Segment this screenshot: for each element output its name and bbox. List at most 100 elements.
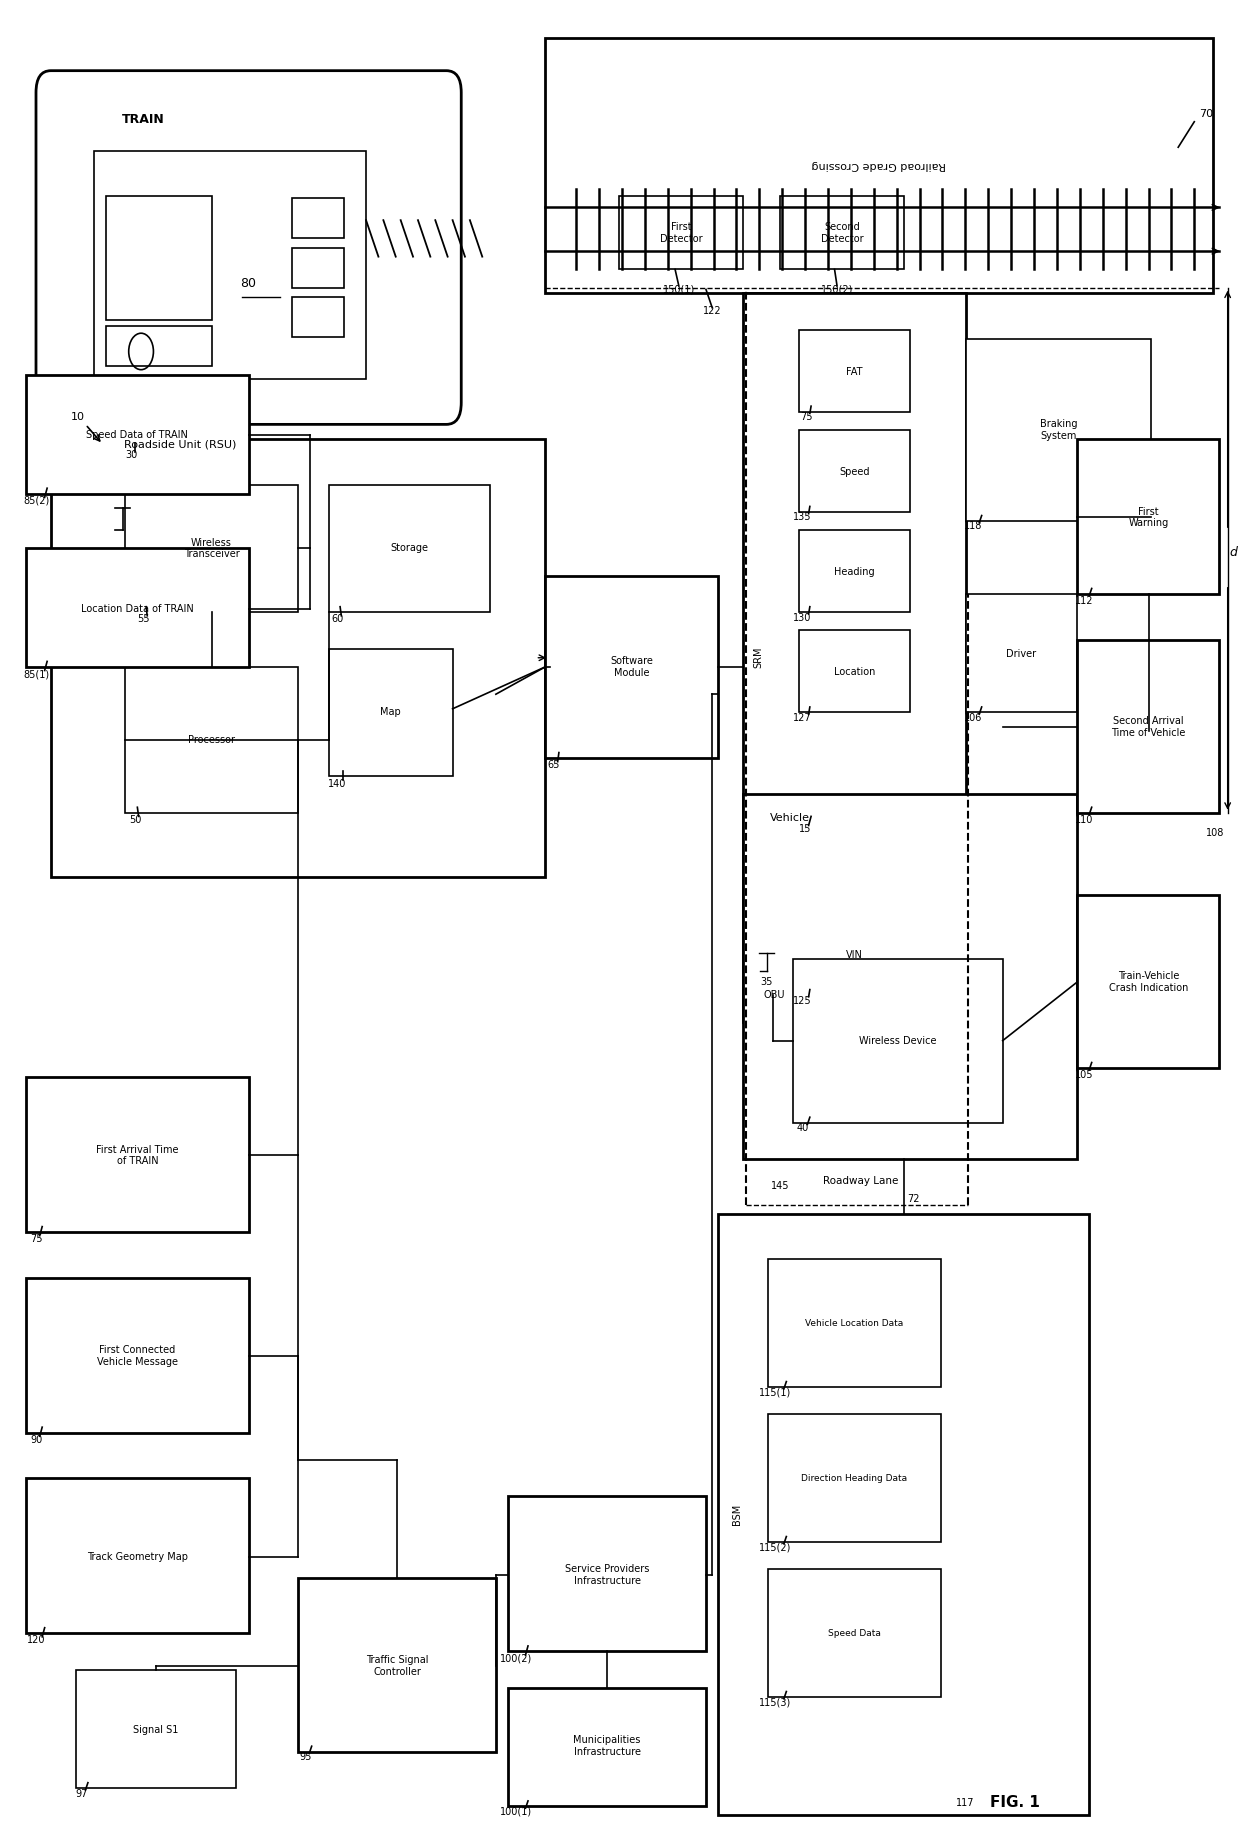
FancyBboxPatch shape bbox=[94, 152, 366, 378]
FancyBboxPatch shape bbox=[36, 71, 461, 424]
FancyBboxPatch shape bbox=[291, 199, 343, 239]
FancyBboxPatch shape bbox=[329, 484, 490, 612]
FancyBboxPatch shape bbox=[329, 648, 453, 776]
Text: Wireless
Transceiver: Wireless Transceiver bbox=[184, 537, 239, 559]
Text: Speed Data: Speed Data bbox=[828, 1629, 880, 1638]
FancyBboxPatch shape bbox=[743, 294, 966, 1023]
FancyBboxPatch shape bbox=[966, 338, 1151, 520]
Text: 97: 97 bbox=[76, 1789, 88, 1799]
FancyBboxPatch shape bbox=[291, 298, 343, 336]
Text: FAT: FAT bbox=[846, 367, 863, 376]
Text: 10: 10 bbox=[71, 413, 86, 422]
Text: First Arrival Time
of TRAIN: First Arrival Time of TRAIN bbox=[97, 1145, 179, 1167]
Text: 85(1): 85(1) bbox=[22, 668, 50, 679]
FancyBboxPatch shape bbox=[966, 593, 1076, 712]
FancyBboxPatch shape bbox=[107, 197, 212, 320]
Text: 120: 120 bbox=[27, 1636, 45, 1645]
Text: Location: Location bbox=[833, 666, 875, 677]
FancyBboxPatch shape bbox=[76, 1669, 237, 1788]
FancyBboxPatch shape bbox=[792, 959, 1003, 1123]
Text: 150(1): 150(1) bbox=[662, 285, 694, 294]
Text: 15: 15 bbox=[799, 824, 811, 834]
Text: Roadway Lane: Roadway Lane bbox=[823, 1176, 898, 1187]
Text: Signal S1: Signal S1 bbox=[133, 1726, 179, 1735]
FancyBboxPatch shape bbox=[26, 1278, 249, 1433]
FancyBboxPatch shape bbox=[51, 438, 546, 876]
Text: OBU: OBU bbox=[764, 990, 785, 1001]
FancyBboxPatch shape bbox=[107, 325, 212, 365]
Text: 115(2): 115(2) bbox=[759, 1543, 791, 1552]
Text: Service Providers
Infrastructure: Service Providers Infrastructure bbox=[565, 1565, 650, 1585]
FancyBboxPatch shape bbox=[743, 794, 1076, 1160]
Text: 125: 125 bbox=[794, 995, 812, 1006]
Text: 118: 118 bbox=[963, 522, 982, 531]
Text: 110: 110 bbox=[1075, 814, 1094, 825]
FancyBboxPatch shape bbox=[26, 1077, 249, 1233]
Text: Processor: Processor bbox=[188, 734, 236, 745]
Text: BSM: BSM bbox=[732, 1505, 742, 1525]
Text: Map: Map bbox=[381, 707, 402, 718]
Text: 65: 65 bbox=[548, 760, 560, 771]
Text: SRM: SRM bbox=[753, 646, 763, 668]
Text: 140: 140 bbox=[329, 778, 347, 789]
Text: 122: 122 bbox=[703, 307, 722, 316]
Text: Second Arrival
Time of Vehicle: Second Arrival Time of Vehicle bbox=[1111, 716, 1185, 738]
Text: Roadside Unit (RSU): Roadside Unit (RSU) bbox=[124, 440, 237, 449]
FancyBboxPatch shape bbox=[1076, 895, 1219, 1068]
Text: Speed Data of TRAIN: Speed Data of TRAIN bbox=[87, 431, 188, 440]
Text: 112: 112 bbox=[1075, 597, 1094, 606]
Text: First
Detector: First Detector bbox=[660, 223, 703, 243]
FancyBboxPatch shape bbox=[546, 38, 1213, 294]
FancyBboxPatch shape bbox=[546, 575, 718, 758]
Text: Vehicle Location Data: Vehicle Location Data bbox=[805, 1318, 904, 1328]
Text: 150(2): 150(2) bbox=[821, 285, 853, 294]
FancyBboxPatch shape bbox=[125, 484, 298, 612]
Text: Track Geometry Map: Track Geometry Map bbox=[87, 1552, 188, 1561]
Text: 100(2): 100(2) bbox=[500, 1654, 532, 1663]
Text: 115(3): 115(3) bbox=[759, 1698, 791, 1707]
Text: 127: 127 bbox=[794, 712, 812, 723]
Text: TRAIN: TRAIN bbox=[123, 113, 165, 126]
Text: 60: 60 bbox=[331, 615, 343, 624]
Text: 130: 130 bbox=[794, 614, 812, 623]
FancyBboxPatch shape bbox=[799, 329, 910, 411]
FancyBboxPatch shape bbox=[799, 530, 910, 612]
Text: Wireless Device: Wireless Device bbox=[859, 1035, 936, 1046]
Text: 100(1): 100(1) bbox=[500, 1808, 532, 1817]
Text: 117: 117 bbox=[956, 1799, 975, 1808]
Text: Railroad Grade Crossing: Railroad Grade Crossing bbox=[812, 161, 946, 170]
Text: FIG. 1: FIG. 1 bbox=[990, 1795, 1040, 1810]
Text: d: d bbox=[1230, 546, 1238, 559]
Text: Braking
System: Braking System bbox=[1039, 418, 1078, 440]
FancyBboxPatch shape bbox=[799, 913, 910, 995]
FancyBboxPatch shape bbox=[799, 630, 910, 712]
FancyBboxPatch shape bbox=[768, 1260, 941, 1388]
FancyBboxPatch shape bbox=[1076, 639, 1219, 813]
FancyBboxPatch shape bbox=[125, 666, 298, 813]
Text: First Connected
Vehicle Message: First Connected Vehicle Message bbox=[97, 1346, 177, 1368]
FancyBboxPatch shape bbox=[508, 1497, 706, 1651]
Text: VIN: VIN bbox=[846, 950, 863, 960]
FancyBboxPatch shape bbox=[1076, 438, 1219, 593]
FancyBboxPatch shape bbox=[768, 1415, 941, 1541]
Text: Train-Vehicle
Crash Indication: Train-Vehicle Crash Indication bbox=[1109, 971, 1188, 993]
FancyBboxPatch shape bbox=[508, 1687, 706, 1806]
Text: 105: 105 bbox=[1075, 1070, 1094, 1081]
Text: 145: 145 bbox=[771, 1181, 790, 1192]
Text: Location Data of TRAIN: Location Data of TRAIN bbox=[81, 604, 193, 614]
Text: 135: 135 bbox=[794, 513, 812, 522]
Text: 72: 72 bbox=[908, 1194, 920, 1203]
Text: Heading: Heading bbox=[835, 568, 874, 577]
FancyBboxPatch shape bbox=[26, 374, 249, 493]
Text: 35: 35 bbox=[760, 977, 773, 988]
Text: Vehicle: Vehicle bbox=[770, 813, 810, 824]
Text: 75: 75 bbox=[30, 1234, 42, 1244]
Text: 108: 108 bbox=[1207, 827, 1224, 838]
Text: 115(1): 115(1) bbox=[759, 1388, 791, 1397]
Text: Municipalities
Infrastructure: Municipalities Infrastructure bbox=[573, 1735, 641, 1757]
Text: 50: 50 bbox=[129, 814, 141, 825]
FancyBboxPatch shape bbox=[26, 548, 249, 666]
FancyBboxPatch shape bbox=[768, 1569, 941, 1696]
Text: 55: 55 bbox=[138, 615, 150, 624]
Text: 75: 75 bbox=[800, 413, 812, 422]
